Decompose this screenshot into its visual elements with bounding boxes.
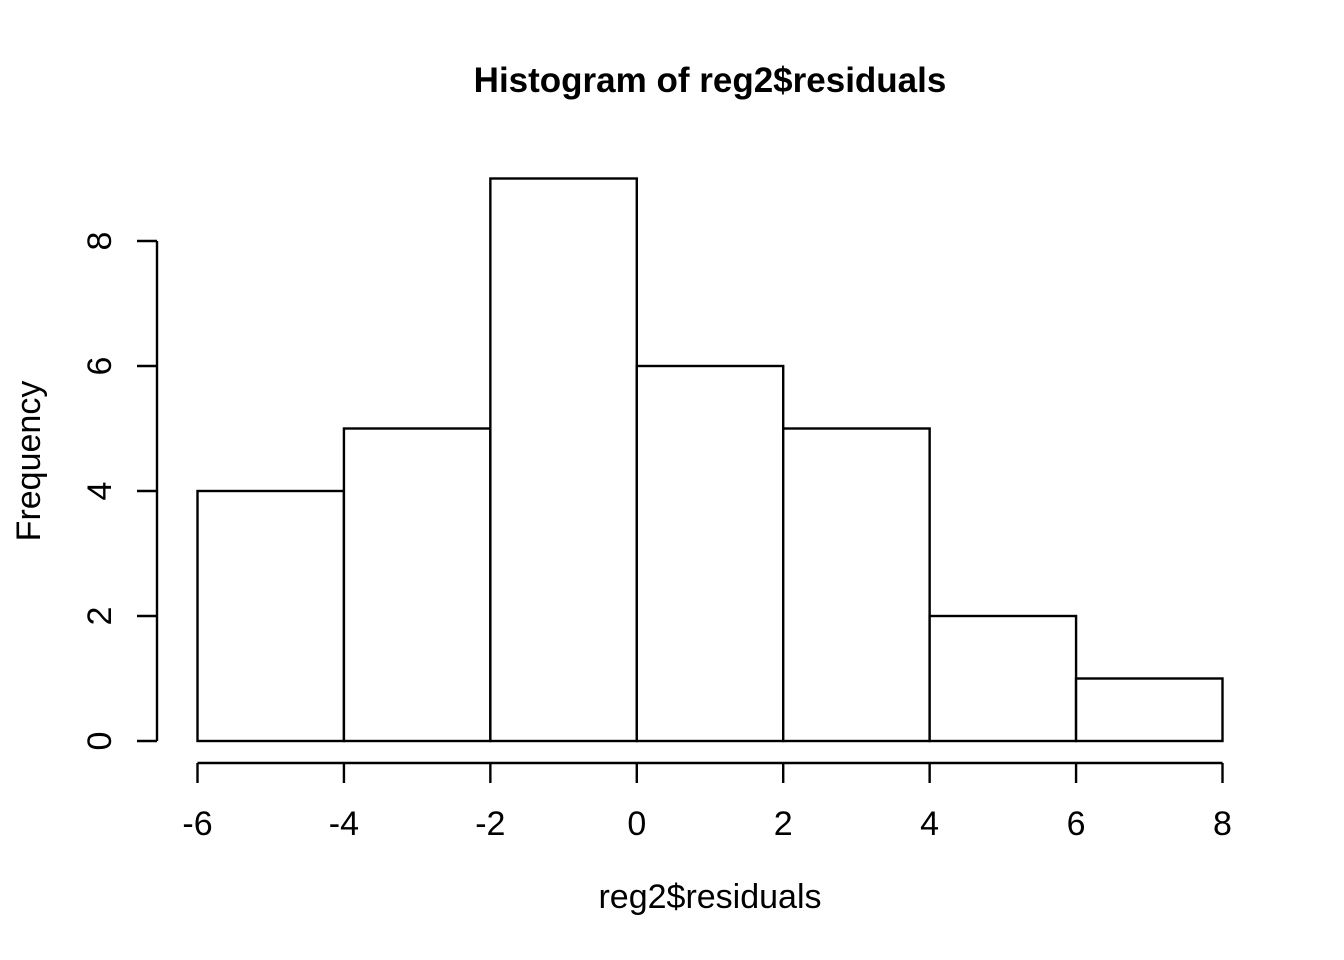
histogram-bar: [1074, 677, 1224, 743]
axes-group: -6 -4 -2 0 2 4 6 8 0 2 4 6 8: [81, 232, 1232, 843]
histogram-bar: [342, 427, 492, 743]
histogram-bar: [928, 614, 1078, 743]
y-axis-tick-label: 6: [81, 357, 119, 376]
x-axis-tick-label: -6: [182, 805, 212, 843]
chart-title: Histogram of reg2$residuals: [474, 61, 947, 100]
y-axis-tick-label: 0: [81, 732, 119, 751]
y-axis-tick-label: 2: [81, 607, 119, 626]
x-axis-tick-label: 8: [1213, 805, 1232, 843]
y-axis-tick-label: 4: [81, 482, 119, 501]
histogram-bar: [196, 489, 346, 743]
x-axis-tick-label: 0: [627, 805, 646, 843]
x-axis-tick-label: 4: [920, 805, 939, 843]
y-axis-tick-label: 8: [81, 232, 119, 251]
x-axis-tick-label: -4: [329, 805, 359, 843]
histogram-bar: [489, 177, 638, 743]
bars-group: [196, 177, 1224, 743]
x-axis-title: reg2$residuals: [598, 878, 821, 916]
histogram-bar: [782, 427, 931, 743]
y-axis-title: Frequency: [10, 381, 48, 542]
x-axis-tick-label: -2: [475, 805, 505, 843]
histogram-bar: [635, 364, 785, 743]
x-axis-tick-label: 6: [1067, 805, 1086, 843]
x-axis-tick-label: 2: [774, 805, 793, 843]
